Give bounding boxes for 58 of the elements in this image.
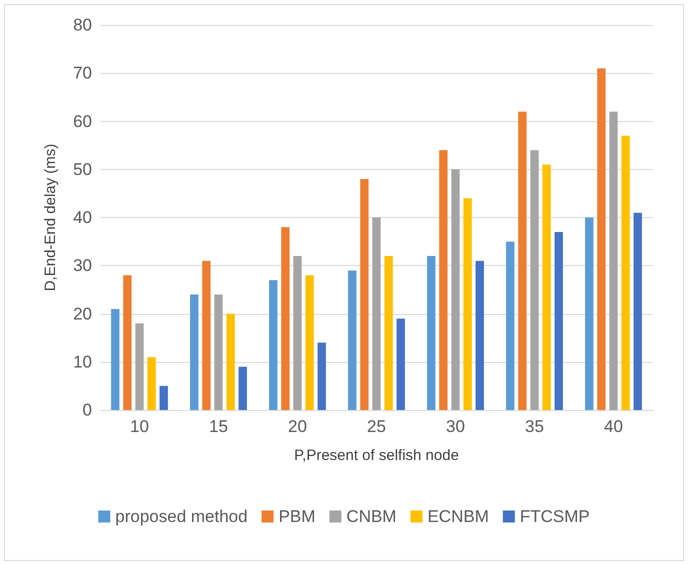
legend-label: ECNBM: [427, 507, 489, 526]
bar: [585, 218, 594, 410]
bar: [476, 260, 484, 410]
x-tick-label: 35: [525, 417, 544, 436]
bar: [360, 179, 369, 410]
bar: [634, 212, 642, 410]
bar: [372, 218, 381, 410]
bar: [384, 256, 393, 410]
y-tick-label: 50: [73, 160, 92, 179]
bar: [597, 68, 606, 410]
x-tick-label: 20: [288, 417, 307, 436]
y-tick-label: 70: [73, 64, 92, 83]
legend-label: FTCSMP: [520, 507, 590, 526]
bar: [238, 366, 247, 410]
y-tick-label: 40: [73, 208, 92, 227]
legend-label: CNBM: [346, 507, 396, 526]
x-tick-label: 40: [604, 417, 623, 436]
y-tick-label: 80: [73, 16, 92, 34]
bar: [305, 275, 314, 410]
bar: [506, 242, 514, 410]
bar: [160, 386, 168, 410]
x-tick-label: 25: [367, 417, 386, 436]
y-tick-label: 10: [73, 352, 92, 372]
x-tick-label: 10: [130, 417, 149, 436]
bar: [123, 275, 132, 410]
bar: [554, 232, 563, 410]
bar: [518, 112, 527, 410]
bar: [293, 256, 302, 410]
bar: [542, 164, 551, 410]
bar: [135, 323, 144, 410]
bar: [451, 169, 460, 410]
x-tick-label: 15: [209, 417, 228, 436]
bar: [281, 227, 290, 410]
bar: [427, 256, 436, 410]
bar: [214, 294, 223, 410]
bar: [439, 150, 448, 410]
y-axis-title: D,End-End delay (ms): [42, 144, 59, 292]
bar: [348, 270, 356, 410]
bar: [111, 308, 120, 410]
bar: [147, 357, 156, 410]
bar: [463, 198, 472, 410]
bar: [530, 150, 539, 410]
bar: [226, 314, 235, 410]
legend-label: proposed method: [115, 507, 248, 526]
y-tick-label: 20: [73, 304, 92, 324]
bar: [190, 294, 198, 410]
y-tick-label: 60: [73, 112, 92, 131]
legend-label: PBM: [278, 507, 316, 526]
y-tick-label: 0: [82, 400, 92, 420]
bar: [621, 136, 630, 410]
y-tick-label: 30: [73, 256, 92, 276]
x-axis-title: P,Present of selfish node: [294, 447, 459, 464]
bar: [396, 318, 405, 410]
bar: [318, 342, 326, 410]
bar: [202, 260, 211, 410]
bar: [269, 280, 278, 410]
bar: [609, 112, 618, 410]
x-tick-label: 30: [446, 417, 465, 436]
